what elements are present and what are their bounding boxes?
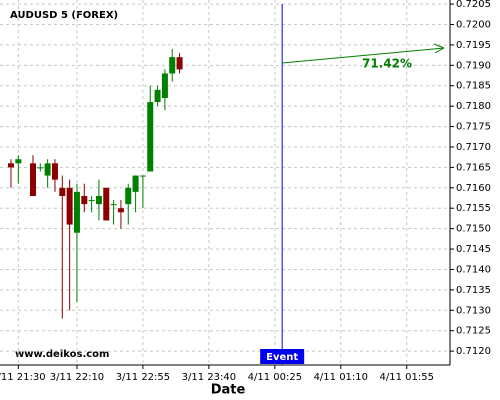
x-tick-label: 4/11 01:55: [380, 372, 434, 383]
y-tick-label: 0.7145: [456, 244, 491, 255]
candle-body: [169, 57, 176, 74]
candle-body: [15, 159, 22, 164]
candle-body: [103, 187, 110, 221]
x-tick-label: 3/11 23:40: [182, 372, 236, 383]
y-tick-label: 0.7150: [456, 224, 491, 235]
event-label: Event: [266, 352, 298, 363]
watermark: www.delkos.com: [15, 349, 109, 360]
y-tick-label: 0.7170: [456, 142, 491, 153]
candle-body: [66, 187, 73, 225]
y-tick-label: 0.7205: [456, 0, 491, 10]
candle-body: [176, 57, 183, 70]
y-tick-label: 0.7125: [456, 326, 491, 337]
arrow-head: [433, 43, 445, 54]
y-tick-label: 0.7190: [456, 60, 491, 71]
y-tick-label: 0.7200: [456, 19, 491, 30]
y-tick-label: 0.7175: [456, 122, 491, 133]
candle-body: [117, 208, 124, 213]
candle-body: [125, 187, 132, 205]
candle-body: [161, 73, 168, 98]
candle-body: [7, 163, 14, 168]
y-tick-label: 0.7160: [456, 183, 491, 194]
y-tick-label: 0.7120: [456, 346, 491, 357]
candle-body: [59, 187, 66, 196]
candle-body: [88, 200, 95, 202]
x-tick-label: 3/11 22:10: [50, 372, 104, 383]
candle-body: [81, 195, 88, 205]
y-tick-label: 0.7165: [456, 162, 491, 173]
y-tick-label: 0.7195: [456, 40, 491, 51]
candle-body: [154, 89, 161, 103]
candle-body: [73, 191, 80, 233]
chart-title: AUDUSD 5 (FOREX): [10, 10, 118, 21]
candle-body: [51, 163, 58, 180]
y-tick-label: 0.7135: [456, 285, 491, 296]
candle-body: [139, 175, 146, 177]
plot-area: [0, 0, 450, 365]
candle-body: [132, 175, 139, 192]
x-tick-label: 4/11 01:10: [314, 372, 368, 383]
x-tick-label: 3/11 22:55: [116, 372, 170, 383]
candle-body: [29, 163, 36, 196]
x-tick-label: 4/11 21:30: [0, 372, 46, 383]
y-tick-label: 0.7155: [456, 203, 491, 214]
x-axis-label: Date: [211, 383, 246, 398]
candle-body: [147, 102, 154, 172]
projection-arrow: [282, 47, 445, 64]
y-tick-label: 0.7180: [456, 101, 491, 112]
x-tick-label: 4/11 00:25: [248, 372, 302, 383]
annotation: 71.42%: [362, 57, 412, 71]
event-box: [260, 349, 305, 364]
y-tick-label: 0.7130: [456, 305, 491, 316]
candle-body: [37, 167, 44, 169]
y-tick-label: 0.7185: [456, 81, 491, 92]
candle-body: [110, 204, 117, 206]
candle-body: [95, 195, 102, 205]
y-tick-label: 0.7140: [456, 264, 491, 275]
candle-body: [44, 163, 51, 176]
